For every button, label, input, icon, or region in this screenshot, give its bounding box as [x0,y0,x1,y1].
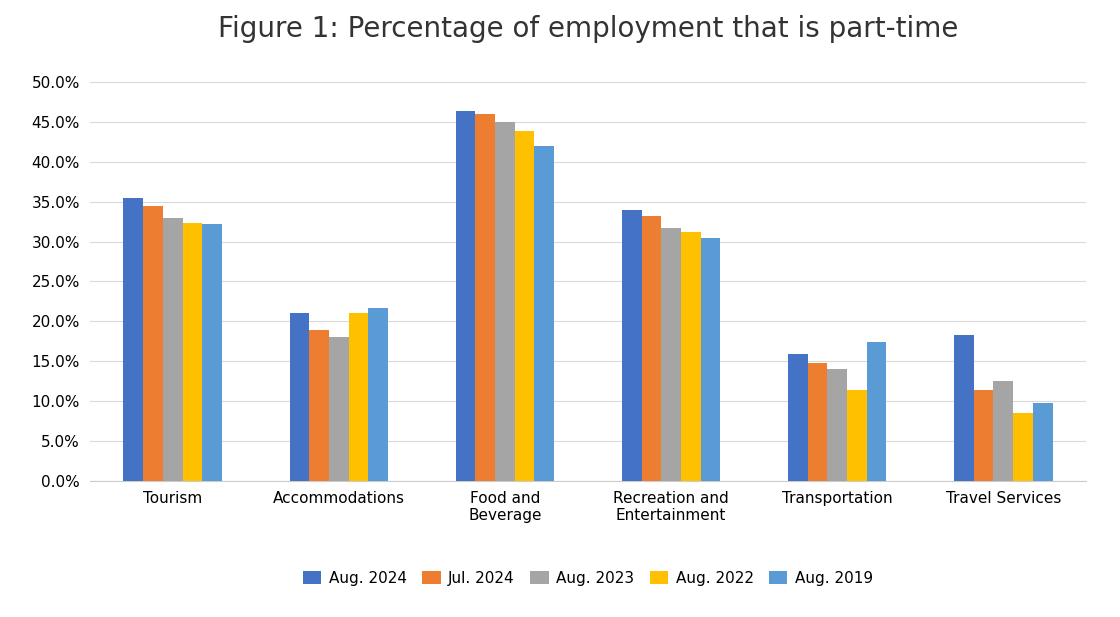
Bar [495,122,515,481]
Bar [329,337,348,481]
Bar [681,232,701,481]
Bar [203,224,222,481]
Bar [847,390,867,481]
Bar [348,313,368,481]
Bar [642,216,661,481]
Bar [162,218,183,481]
Bar [475,114,495,481]
Bar [1033,403,1053,481]
Bar [309,330,329,481]
Bar [1014,413,1033,481]
Bar [661,228,681,481]
Bar [701,238,720,481]
Bar [867,342,886,481]
Title: Figure 1: Percentage of employment that is part-time: Figure 1: Percentage of employment that … [217,15,959,43]
Bar [534,146,554,481]
Bar [183,223,203,481]
Bar [290,313,309,481]
Bar [456,111,475,481]
Bar [993,381,1014,481]
Bar [143,205,162,481]
Bar [123,197,143,481]
Bar [788,354,808,481]
Bar [954,335,973,481]
Bar [368,308,388,481]
Bar [973,390,993,481]
Bar [828,370,847,481]
Legend: Aug. 2024, Jul. 2024, Aug. 2023, Aug. 2022, Aug. 2019: Aug. 2024, Jul. 2024, Aug. 2023, Aug. 20… [297,565,879,592]
Bar [515,131,534,481]
Bar [622,210,642,481]
Bar [808,363,828,481]
